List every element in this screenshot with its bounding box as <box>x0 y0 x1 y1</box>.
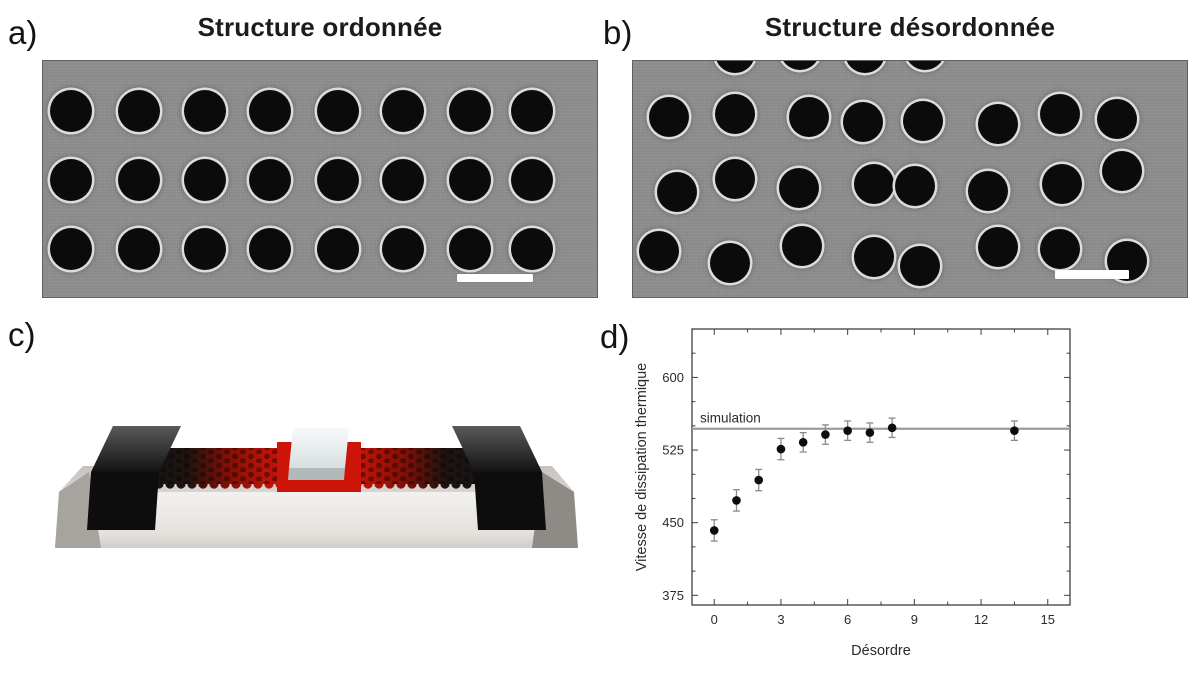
panel-a-title: Structure ordonnée <box>197 12 443 42</box>
x-tick-label: 12 <box>974 612 988 627</box>
sem-hole <box>511 228 554 271</box>
sem-hole <box>842 101 883 142</box>
sem-hole <box>657 171 698 212</box>
sem-hole <box>715 61 756 73</box>
sem-hole <box>788 96 829 137</box>
central-platform-front <box>288 468 345 480</box>
sem-hole <box>715 159 756 199</box>
sem-hole <box>511 158 554 201</box>
sem-hole <box>649 96 689 137</box>
sem-hole <box>49 158 92 201</box>
sem-hole <box>1039 94 1080 135</box>
sem-hole <box>899 246 940 287</box>
left-anchor <box>87 426 181 530</box>
x-tick-label: 3 <box>777 612 784 627</box>
sem-hole <box>1042 163 1083 204</box>
sem-hole <box>381 158 424 201</box>
sem-hole <box>184 89 227 132</box>
panel-label-d: d) <box>600 318 630 355</box>
sem-hole <box>779 168 820 209</box>
sem-hole <box>845 61 886 73</box>
sem-hole <box>853 163 894 204</box>
y-tick-label: 600 <box>662 370 684 385</box>
plot-frame <box>691 328 1071 606</box>
sem-hole <box>448 158 491 201</box>
sem-hole <box>715 94 756 135</box>
sem-image-disordered <box>632 60 1188 298</box>
sem-hole <box>117 89 160 132</box>
sem-hole <box>117 228 160 271</box>
chart-data-point <box>709 526 719 535</box>
y-tick-label: 525 <box>662 443 684 458</box>
scale-bar <box>1055 269 1129 279</box>
sem-hole <box>1039 229 1080 270</box>
sem-hole <box>781 226 822 267</box>
sem-hole <box>977 104 1018 144</box>
sem-hole <box>902 100 943 141</box>
sem-hole <box>894 166 935 207</box>
chart-data-point <box>798 438 808 447</box>
panel-b-title: Structure désordonnée <box>764 12 1056 42</box>
chart-data-point <box>843 426 852 435</box>
sem-hole <box>1102 150 1143 191</box>
sem-hole <box>49 228 92 271</box>
panel-label-c: c) <box>8 316 36 353</box>
sem-hole <box>184 228 227 271</box>
x-tick-label: 15 <box>1041 612 1055 627</box>
simulation-label: simulation <box>700 411 761 426</box>
sem-image-ordered <box>42 60 598 298</box>
panel-label-a: a) <box>8 14 38 51</box>
sem-hole <box>904 61 945 71</box>
y-tick-label: 375 <box>662 588 684 603</box>
sem-hole <box>977 226 1018 267</box>
sem-hole <box>316 89 359 132</box>
dissipation-vs-disorder-plot: 0 3 6 9 12 15 375 450 525 600 simulation Désordre Vi… <box>634 328 1071 659</box>
substrate-front-face <box>55 492 578 548</box>
sem-hole <box>511 89 554 132</box>
device-schematic <box>55 426 578 548</box>
chart-data-point <box>865 428 875 437</box>
sem-hole <box>448 228 491 271</box>
sem-hole <box>49 89 92 132</box>
sem-hole <box>780 61 821 71</box>
sem-hole <box>967 171 1008 212</box>
sem-hole <box>316 228 359 271</box>
sem-hole <box>381 228 424 271</box>
sem-hole <box>117 158 160 201</box>
sem-hole <box>853 236 894 277</box>
y-tick-label: 450 <box>662 515 684 530</box>
sem-hole <box>184 158 227 201</box>
sem-hole <box>448 89 491 132</box>
chart-data-point <box>1010 426 1019 435</box>
y-axis-label: Vitesse de dissipation thermique <box>634 363 650 572</box>
sem-hole <box>1097 99 1138 140</box>
right-anchor <box>452 426 546 530</box>
x-tick-label: 9 <box>911 612 918 627</box>
x-tick-label: 0 <box>711 612 718 627</box>
sem-hole <box>709 242 750 283</box>
sem-hole <box>639 230 680 271</box>
central-platform-top <box>289 428 349 468</box>
chart-data-point <box>732 496 741 505</box>
x-axis-label: Désordre <box>851 643 911 659</box>
sem-hole <box>316 158 359 201</box>
scale-bar <box>457 274 533 283</box>
chart-data-point <box>776 444 786 454</box>
sem-hole <box>381 89 424 132</box>
panel-label-b: b) <box>603 14 633 51</box>
chart-data-point <box>754 475 764 485</box>
chart-data-point <box>821 430 830 439</box>
sem-hole <box>249 89 292 132</box>
sem-hole <box>249 158 292 201</box>
chart-data-point <box>887 423 897 433</box>
sem-hole <box>249 228 292 271</box>
x-tick-label: 6 <box>844 612 851 627</box>
